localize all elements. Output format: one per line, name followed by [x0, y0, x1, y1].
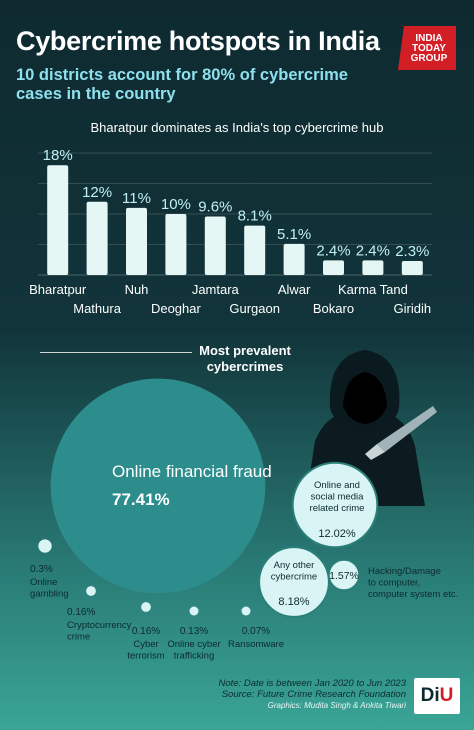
- bubble-category-label: Online cyber: [167, 639, 220, 650]
- bar-value-label: 5.1%: [277, 226, 311, 243]
- section-divider: [40, 352, 192, 353]
- bar: [165, 214, 187, 275]
- page-title: Cybercrime hotspots in India: [16, 26, 380, 56]
- bubble-category-label: gambling: [30, 589, 69, 600]
- footer: Note: Date is between Jan 2020 to Jun 20…: [219, 678, 407, 711]
- diu-logo-left: Di: [420, 685, 440, 706]
- bubble-value-label: 0.3%: [30, 564, 53, 575]
- india-today-group-logo: [398, 26, 456, 70]
- page-subtitle: 10 districts account for 80% of cybercri…: [16, 66, 348, 103]
- bar: [244, 225, 266, 275]
- bubble-chart-title: Most prevalent cybercrimes: [199, 343, 291, 374]
- logo-line-2: TODAY: [412, 43, 446, 54]
- bar-category-label: Jamtara: [192, 282, 240, 297]
- logo-text: INDIA TODAY GROUP: [400, 34, 458, 64]
- bubble-category-label: Online: [30, 577, 57, 588]
- footer-source: Source: Future Crime Research Foundation: [221, 689, 406, 700]
- bar: [401, 260, 423, 275]
- bubble: [258, 546, 330, 618]
- bar-category-label: Mathura: [73, 301, 121, 316]
- bubble-value-label: 1.57%: [329, 570, 359, 582]
- bubble-category-label: Online and: [314, 480, 360, 491]
- bubble-category-label: Cryptocurrency: [67, 620, 132, 631]
- bubble: [327, 558, 361, 592]
- bubble-category-label: terrorism: [127, 651, 165, 662]
- footer-note: Note: Date is between Jan 2020 to Jun 20…: [218, 678, 407, 689]
- bubble: [241, 606, 251, 616]
- bar-value-label: 2.4%: [316, 242, 350, 259]
- bar-category-label: Bokaro: [313, 301, 354, 316]
- bubble-value-label: 8.18%: [278, 596, 309, 608]
- bubble-category-label: computer system etc.: [368, 589, 458, 600]
- bubble-value-label: 0.16%: [132, 626, 160, 637]
- bar-category-label: Giridih: [394, 301, 432, 316]
- bar: [283, 243, 305, 275]
- bar: [204, 216, 226, 275]
- bar-value-label: 2.3%: [395, 243, 429, 260]
- bar-category-label: Gurgaon: [229, 301, 280, 316]
- bar-chart-title: Bharatpur dominates as India's top cyber…: [90, 120, 384, 135]
- bar-chart: 18% Bharatpur 12% Mathura 11% Nuh 10% Deoghar 9.…: [29, 147, 432, 316]
- bubble: [189, 606, 199, 616]
- bubble-category-label: Cyber: [133, 639, 158, 650]
- bubble-value-label: 77.41%: [112, 490, 170, 509]
- bar: [86, 201, 108, 275]
- bar-value-label: 12%: [82, 184, 112, 201]
- bar: [362, 260, 384, 275]
- bubble-value-label: 0.16%: [67, 607, 95, 618]
- bubble-value-label: 12.02%: [318, 528, 356, 540]
- bubble-category-label: crime: [67, 632, 90, 643]
- bubble-category-label: Online financial fraud: [112, 462, 272, 481]
- bar-value-label: 18%: [43, 147, 73, 164]
- bubble: [141, 602, 151, 612]
- bar: [47, 165, 69, 275]
- bubble-category-label: Ransomware: [228, 639, 284, 650]
- bubble-category-label: to computer,: [368, 578, 420, 589]
- bubble: [38, 539, 52, 553]
- diu-logo: DiU: [414, 678, 460, 714]
- bubble: [50, 378, 266, 594]
- bubble-value-label: 0.13%: [180, 626, 208, 637]
- bubble-category-label: trafficking: [174, 651, 214, 662]
- bubble: [291, 461, 379, 549]
- logo-line-1: INDIA: [415, 33, 443, 44]
- bar-value-label: 8.1%: [238, 208, 272, 225]
- bar-category-label: Alwar: [278, 282, 311, 297]
- bubble-category-label: social media: [311, 492, 365, 503]
- bubble-value-label: 0.07%: [242, 626, 270, 637]
- bar-value-label: 9.6%: [198, 198, 232, 215]
- diu-logo-right: U: [439, 685, 454, 706]
- bubble: [86, 586, 96, 596]
- bubble-category-label: cybercrime: [271, 572, 317, 583]
- bar-category-label: Nuh: [125, 282, 149, 297]
- bar-value-label: 10%: [161, 196, 191, 213]
- logo-line-3: GROUP: [410, 53, 448, 64]
- bubble-category-label: Hacking/Damage: [368, 566, 441, 577]
- bubble-category-label: related crime: [310, 503, 365, 514]
- bar-category-label: Deoghar: [151, 301, 202, 316]
- bar-value-label: 11%: [122, 190, 151, 207]
- bar: [126, 207, 147, 275]
- hacker-illustration: [305, 350, 437, 506]
- footer-credits: Graphics: Mudita Singh & Ankita Tiwari: [267, 701, 406, 710]
- bar-category-label: Karma Tand: [338, 282, 408, 297]
- bar: [323, 260, 344, 275]
- bar-category-label: Bharatpur: [29, 282, 87, 297]
- bubble-category-label: Any other: [274, 560, 315, 571]
- bar-value-label: 2.4%: [356, 242, 390, 259]
